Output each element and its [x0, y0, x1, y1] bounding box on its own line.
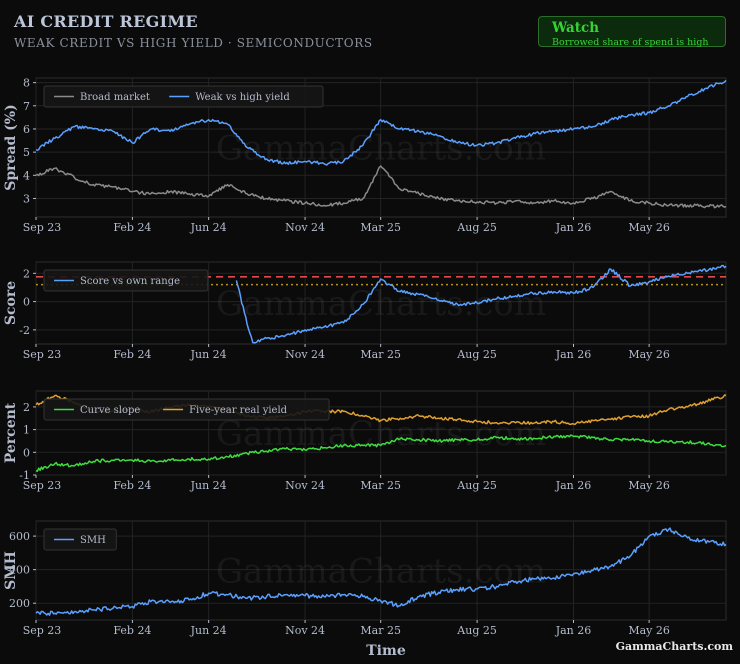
x-tick-label: Feb 24 — [113, 479, 151, 492]
y-tick-label: 0 — [23, 446, 30, 459]
x-tick-label: Jan 26 — [555, 348, 592, 361]
x-tick-label: Jan 26 — [555, 624, 592, 637]
x-tick-label: May 26 — [628, 479, 670, 492]
x-tick-label: Jun 24 — [190, 479, 227, 492]
x-tick-label: Nov 24 — [285, 624, 325, 637]
legend-label: Weak vs high yield — [195, 92, 290, 103]
watermark: GammaCharts.com — [216, 129, 546, 169]
y-tick-label: 8 — [23, 77, 30, 90]
y-axis-label: Score — [3, 281, 19, 325]
x-tick-label: Aug 25 — [456, 221, 497, 234]
series-line-2-0 — [35, 434, 727, 473]
y-tick-label: 3 — [23, 192, 30, 205]
y-tick-label: 7 — [23, 100, 30, 113]
x-tick-label: Aug 25 — [456, 479, 497, 492]
x-tick-label: Sep 23 — [23, 221, 62, 234]
y-tick-label: 400 — [9, 564, 30, 577]
chart-title: AI CREDIT REGIME — [14, 12, 198, 31]
y-tick-label: 5 — [23, 146, 30, 159]
status-badge-text: Borrowed share of spend is high — [552, 37, 709, 48]
x-tick-label: Sep 23 — [23, 624, 62, 637]
legend-label: Broad market — [80, 92, 150, 103]
y-tick-label: 4 — [23, 169, 30, 182]
watermark: GammaCharts.com — [216, 284, 546, 324]
status-badge: Watch Borrowed share of spend is high — [538, 16, 726, 48]
y-tick-label: 2 — [23, 401, 30, 414]
series-line-0-0 — [35, 165, 727, 209]
x-tick-label: Feb 24 — [113, 221, 151, 234]
x-tick-label: Jun 24 — [190, 348, 227, 361]
x-tick-label: Aug 25 — [456, 624, 497, 637]
series-line-1-0 — [235, 264, 727, 344]
x-tick-label: Aug 25 — [456, 348, 497, 361]
x-tick-label: Mar 25 — [360, 348, 401, 361]
y-tick-label: 0 — [23, 296, 30, 309]
status-badge-title: Watch — [552, 20, 600, 36]
footer-logo: GammaCharts.com — [616, 640, 734, 653]
y-tick-label: -2 — [19, 324, 30, 337]
y-axis-label: Spread (%) — [3, 104, 19, 190]
y-tick-label: 600 — [9, 530, 30, 543]
y-tick-label: 6 — [23, 123, 30, 136]
x-tick-label: Jun 24 — [190, 624, 227, 637]
x-tick-label: Jan 26 — [555, 479, 592, 492]
y-axis-label: SMH — [3, 551, 19, 590]
series-line-0-1 — [35, 79, 727, 166]
x-tick-label: Sep 23 — [23, 479, 62, 492]
x-tick-label: Jun 24 — [190, 221, 227, 234]
x-axis-label: Time — [366, 643, 406, 659]
x-tick-label: Mar 25 — [360, 624, 401, 637]
y-tick-label: 1 — [23, 424, 30, 437]
x-tick-label: Sep 23 — [23, 348, 62, 361]
legend-label: SMH — [80, 535, 106, 546]
watermark: GammaCharts.com — [216, 552, 546, 592]
y-axis-label: Percent — [3, 402, 19, 463]
legend-label: Five-year real yield — [189, 405, 288, 416]
x-tick-label: Mar 25 — [360, 479, 401, 492]
y-tick-label: 2 — [23, 267, 30, 280]
x-tick-label: Mar 25 — [360, 221, 401, 234]
x-tick-label: May 26 — [628, 348, 670, 361]
legend-label: Score vs own range — [80, 276, 180, 287]
x-tick-label: May 26 — [628, 624, 670, 637]
legend-label: Curve slope — [80, 405, 140, 416]
x-tick-label: Nov 24 — [285, 221, 325, 234]
x-tick-label: Feb 24 — [113, 624, 151, 637]
y-tick-label: -1 — [19, 469, 30, 482]
x-tick-label: Nov 24 — [285, 348, 325, 361]
series-line-3-0 — [35, 527, 727, 616]
legend-box — [43, 398, 330, 421]
legend-box — [43, 269, 209, 292]
x-tick-label: May 26 — [628, 221, 670, 234]
x-tick-label: Nov 24 — [285, 479, 325, 492]
x-tick-label: Jan 26 — [555, 221, 592, 234]
x-tick-label: Feb 24 — [113, 348, 151, 361]
y-tick-label: 200 — [9, 597, 30, 610]
chart-subtitle: WEAK CREDIT VS HIGH YIELD · SEMICONDUCTO… — [14, 36, 373, 50]
legend-box — [43, 528, 117, 551]
